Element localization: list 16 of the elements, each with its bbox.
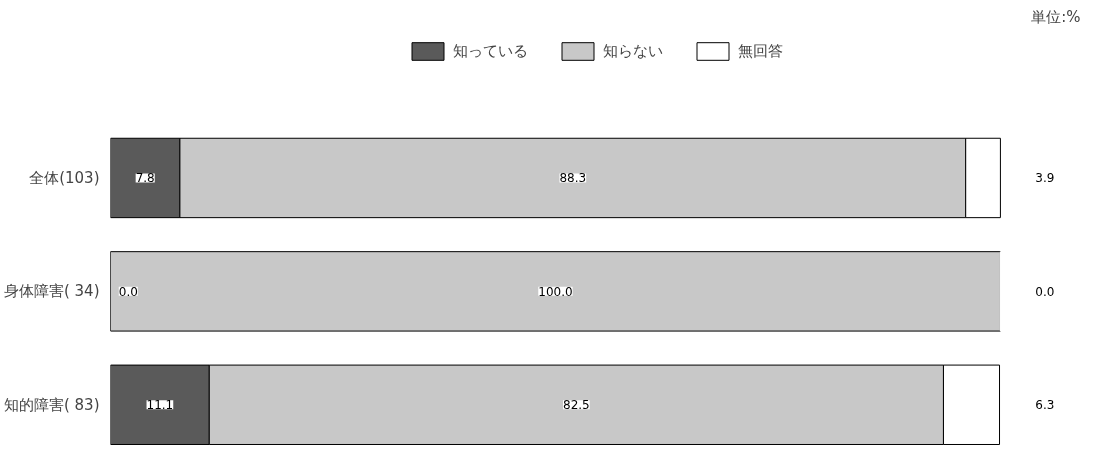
text: 単位:% xyxy=(1031,7,1081,26)
legend-label: 無回答 xyxy=(737,41,783,61)
data-label: 0.0 xyxy=(118,284,138,299)
y-tick-label: 知的障害( 83) xyxy=(3,395,100,414)
legend-label: 知っている xyxy=(452,41,528,61)
y-tick-label: 身体障害( 34) xyxy=(3,282,100,301)
data-label: 88.3 xyxy=(559,171,587,186)
data-label: 0.0 xyxy=(1035,284,1055,299)
y-tick-label: 全体(103) xyxy=(29,168,100,187)
legend-label: 知らない xyxy=(602,41,663,61)
data-label: 82.5 xyxy=(563,398,590,413)
data-label: 3.9 xyxy=(1035,171,1055,186)
data-label: 11.1 xyxy=(146,398,174,413)
data-label: 100.0 xyxy=(538,284,573,299)
data-label: 7.8 xyxy=(135,171,155,186)
data-label: 6.3 xyxy=(1035,398,1055,413)
